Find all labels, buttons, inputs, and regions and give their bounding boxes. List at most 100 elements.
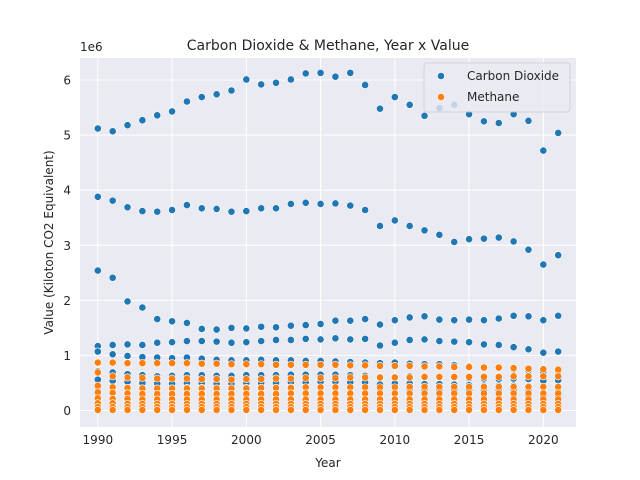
point-methane — [390, 373, 399, 382]
point-carbon-dioxide — [361, 206, 370, 214]
point-methane — [93, 381, 102, 390]
point-carbon-dioxide — [123, 352, 132, 360]
point-carbon-dioxide — [524, 116, 533, 125]
point-carbon-dioxide — [346, 68, 355, 77]
point-carbon-dioxide — [331, 316, 340, 325]
point-methane — [524, 406, 533, 414]
point-methane — [480, 363, 488, 372]
point-methane — [539, 382, 548, 391]
point-methane — [524, 382, 533, 391]
point-methane — [509, 406, 518, 414]
point-carbon-dioxide — [420, 111, 429, 120]
point-methane — [435, 362, 444, 371]
point-carbon-dioxide — [376, 320, 384, 329]
point-carbon-dioxide — [123, 340, 132, 349]
point-carbon-dioxide — [197, 204, 206, 213]
point-carbon-dioxide — [539, 348, 548, 357]
point-carbon-dioxide — [494, 233, 503, 242]
point-methane — [331, 406, 340, 414]
legend-label-methane: Methane — [467, 90, 519, 104]
point-carbon-dioxide — [420, 312, 429, 321]
point-methane — [227, 406, 236, 414]
point-carbon-dioxide — [450, 316, 459, 325]
point-carbon-dioxide — [331, 199, 340, 208]
point-carbon-dioxide — [524, 345, 533, 354]
point-methane — [331, 360, 340, 369]
point-carbon-dioxide — [390, 338, 399, 347]
point-carbon-dioxide — [480, 340, 488, 349]
point-carbon-dioxide — [183, 201, 191, 209]
point-methane — [346, 406, 355, 414]
point-methane — [539, 406, 548, 414]
point-methane — [227, 375, 236, 384]
point-carbon-dioxide — [405, 100, 414, 109]
point-methane — [123, 359, 132, 368]
point-carbon-dioxide — [272, 78, 280, 87]
point-carbon-dioxide — [390, 316, 399, 325]
point-carbon-dioxide — [197, 93, 206, 102]
point-carbon-dioxide — [183, 337, 191, 345]
point-methane — [212, 406, 221, 414]
point-methane — [509, 372, 518, 381]
point-methane — [465, 372, 473, 381]
point-methane — [168, 406, 176, 414]
point-carbon-dioxide — [554, 311, 563, 320]
point-carbon-dioxide — [494, 341, 503, 349]
point-carbon-dioxide — [405, 336, 414, 344]
point-carbon-dioxide — [272, 204, 280, 213]
point-methane — [435, 372, 444, 381]
point-carbon-dioxide — [390, 93, 399, 102]
point-carbon-dioxide — [242, 338, 251, 347]
point-methane — [465, 363, 473, 371]
x-tick-label: 1990 — [83, 433, 114, 447]
point-carbon-dioxide — [316, 335, 325, 344]
point-methane — [138, 406, 147, 414]
point-methane — [509, 364, 518, 372]
point-methane — [316, 374, 325, 382]
point-methane — [465, 382, 473, 391]
point-carbon-dioxide — [257, 337, 266, 345]
point-methane — [257, 406, 266, 414]
point-carbon-dioxide — [153, 315, 162, 323]
data-points — [93, 68, 563, 414]
point-methane — [450, 382, 459, 391]
point-methane — [286, 360, 295, 369]
point-carbon-dioxide — [554, 251, 563, 260]
point-carbon-dioxide — [138, 303, 147, 312]
point-methane — [123, 406, 132, 414]
point-carbon-dioxide — [257, 322, 266, 331]
point-methane — [138, 359, 147, 368]
point-methane — [420, 382, 429, 391]
point-carbon-dioxide — [361, 334, 370, 343]
point-methane — [361, 406, 370, 414]
point-methane — [301, 406, 310, 414]
point-carbon-dioxide — [93, 347, 102, 356]
point-carbon-dioxide — [197, 325, 206, 333]
point-carbon-dioxide — [316, 200, 325, 208]
point-methane — [123, 373, 132, 382]
point-methane — [524, 372, 533, 381]
point-methane — [494, 406, 503, 414]
point-methane — [435, 382, 444, 391]
point-methane — [420, 406, 429, 414]
plot-area — [80, 58, 576, 427]
point-methane — [168, 359, 176, 368]
point-carbon-dioxide — [168, 317, 176, 326]
point-carbon-dioxide — [123, 297, 132, 306]
point-carbon-dioxide — [376, 222, 384, 230]
point-methane — [480, 382, 488, 391]
point-carbon-dioxide — [123, 203, 132, 212]
point-methane — [257, 360, 266, 369]
point-carbon-dioxide — [93, 192, 102, 201]
point-carbon-dioxide — [286, 336, 295, 344]
y-tick-label: 3 — [63, 239, 71, 253]
point-carbon-dioxide — [435, 315, 444, 324]
point-carbon-dioxide — [227, 323, 236, 332]
point-methane — [183, 374, 191, 383]
point-methane — [480, 372, 488, 381]
point-carbon-dioxide — [168, 338, 176, 347]
point-carbon-dioxide — [183, 97, 191, 106]
point-carbon-dioxide — [405, 313, 414, 322]
point-carbon-dioxide — [494, 314, 503, 323]
x-tick-label: 2020 — [528, 433, 559, 447]
